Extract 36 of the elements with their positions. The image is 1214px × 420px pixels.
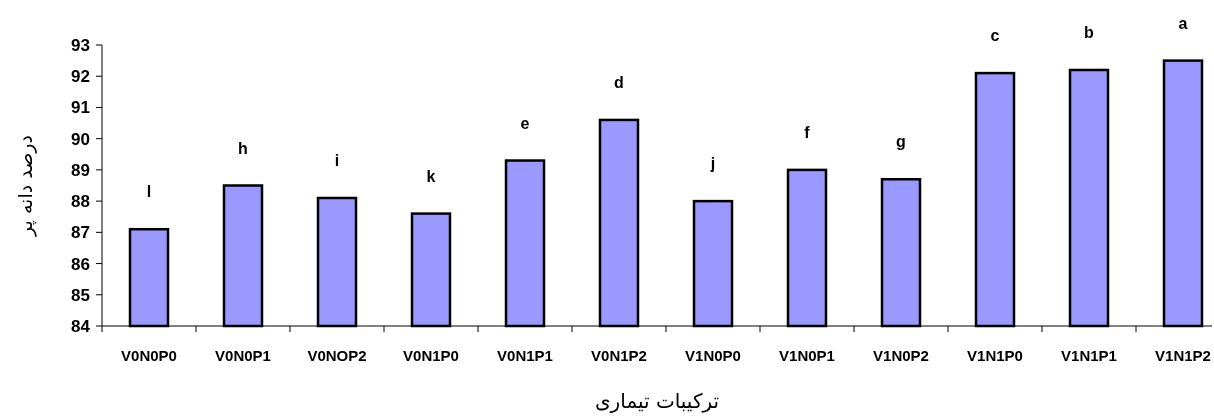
y-tick-label: 92 [71, 67, 90, 87]
x-tick-label: V1N1P1 [1061, 347, 1117, 364]
x-tick-label: V0N0P0 [121, 347, 177, 364]
y-tick-label: 88 [71, 192, 90, 212]
x-tick-label: V0N1P1 [497, 347, 553, 364]
x-tick-label: V1N1P0 [967, 347, 1023, 364]
annotation: l [146, 183, 152, 201]
y-tick-label: 89 [71, 160, 90, 180]
x-tick-label: V0NOP2 [307, 347, 367, 364]
x-tick-label: V0N1P2 [591, 347, 647, 364]
annotation: a [1178, 14, 1188, 32]
y-tick-label: 90 [71, 129, 90, 149]
annotation: e [520, 114, 530, 132]
annotation: i [334, 151, 340, 169]
x-tick-label: V1N0P2 [873, 347, 929, 364]
x-tick-label: V1N0P1 [779, 347, 835, 364]
annotation: d [614, 73, 624, 91]
annotation: g [896, 133, 906, 151]
y-tick-label: 84 [71, 317, 91, 336]
annotation: f [804, 123, 811, 141]
y-tick-label: 93 [71, 36, 90, 55]
x-axis-title: ترکیبات تیماری [594, 389, 720, 413]
annotation: c [990, 27, 1000, 45]
y-tick-label: 85 [71, 285, 90, 305]
y-tick-label: 87 [71, 223, 90, 243]
x-tick-label: V0N1P0 [403, 347, 459, 364]
annotation: b [1084, 23, 1095, 41]
y-tick-label: 86 [71, 254, 90, 274]
annotation: h [238, 139, 248, 157]
x-tick-label: V0N0P1 [215, 347, 271, 364]
x-tick-label: V1N0P0 [685, 347, 741, 364]
y-tick-label: 91 [71, 98, 90, 118]
annotation: j [709, 155, 716, 173]
x-tick-label: V1N1P2 [1155, 347, 1211, 364]
annotation: k [426, 167, 436, 185]
y-axis-title: درصد دانه پر [14, 135, 37, 237]
